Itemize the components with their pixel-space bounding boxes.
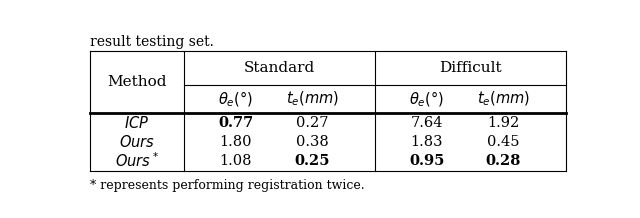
Text: result testing set.: result testing set.: [90, 34, 214, 49]
Text: 1.83: 1.83: [410, 135, 443, 149]
Text: 0.28: 0.28: [485, 154, 521, 168]
Text: 1.08: 1.08: [220, 154, 252, 168]
Text: $\theta_e(°)$: $\theta_e(°)$: [218, 89, 253, 109]
Text: 1.92: 1.92: [487, 116, 519, 130]
Text: 0.25: 0.25: [294, 154, 330, 168]
Text: $t_e(mm)$: $t_e(mm)$: [477, 90, 529, 108]
Text: $Ours^*$: $Ours^*$: [115, 152, 159, 170]
Text: * represents performing registration twice.: * represents performing registration twi…: [90, 179, 365, 192]
Text: 0.45: 0.45: [487, 135, 519, 149]
Text: $Ours$: $Ours$: [119, 134, 155, 150]
Text: 7.64: 7.64: [410, 116, 443, 130]
Text: 0.77: 0.77: [218, 116, 253, 130]
Text: Standard: Standard: [244, 61, 316, 75]
Text: 0.27: 0.27: [296, 116, 328, 130]
Text: 0.38: 0.38: [296, 135, 328, 149]
Text: Method: Method: [108, 75, 167, 89]
Text: $\theta_e(°)$: $\theta_e(°)$: [409, 89, 444, 109]
Text: $t_e(mm)$: $t_e(mm)$: [285, 90, 339, 108]
Text: Difficult: Difficult: [439, 61, 502, 75]
Text: $ICP$: $ICP$: [124, 115, 150, 131]
Text: 0.95: 0.95: [409, 154, 444, 168]
Text: 1.80: 1.80: [220, 135, 252, 149]
